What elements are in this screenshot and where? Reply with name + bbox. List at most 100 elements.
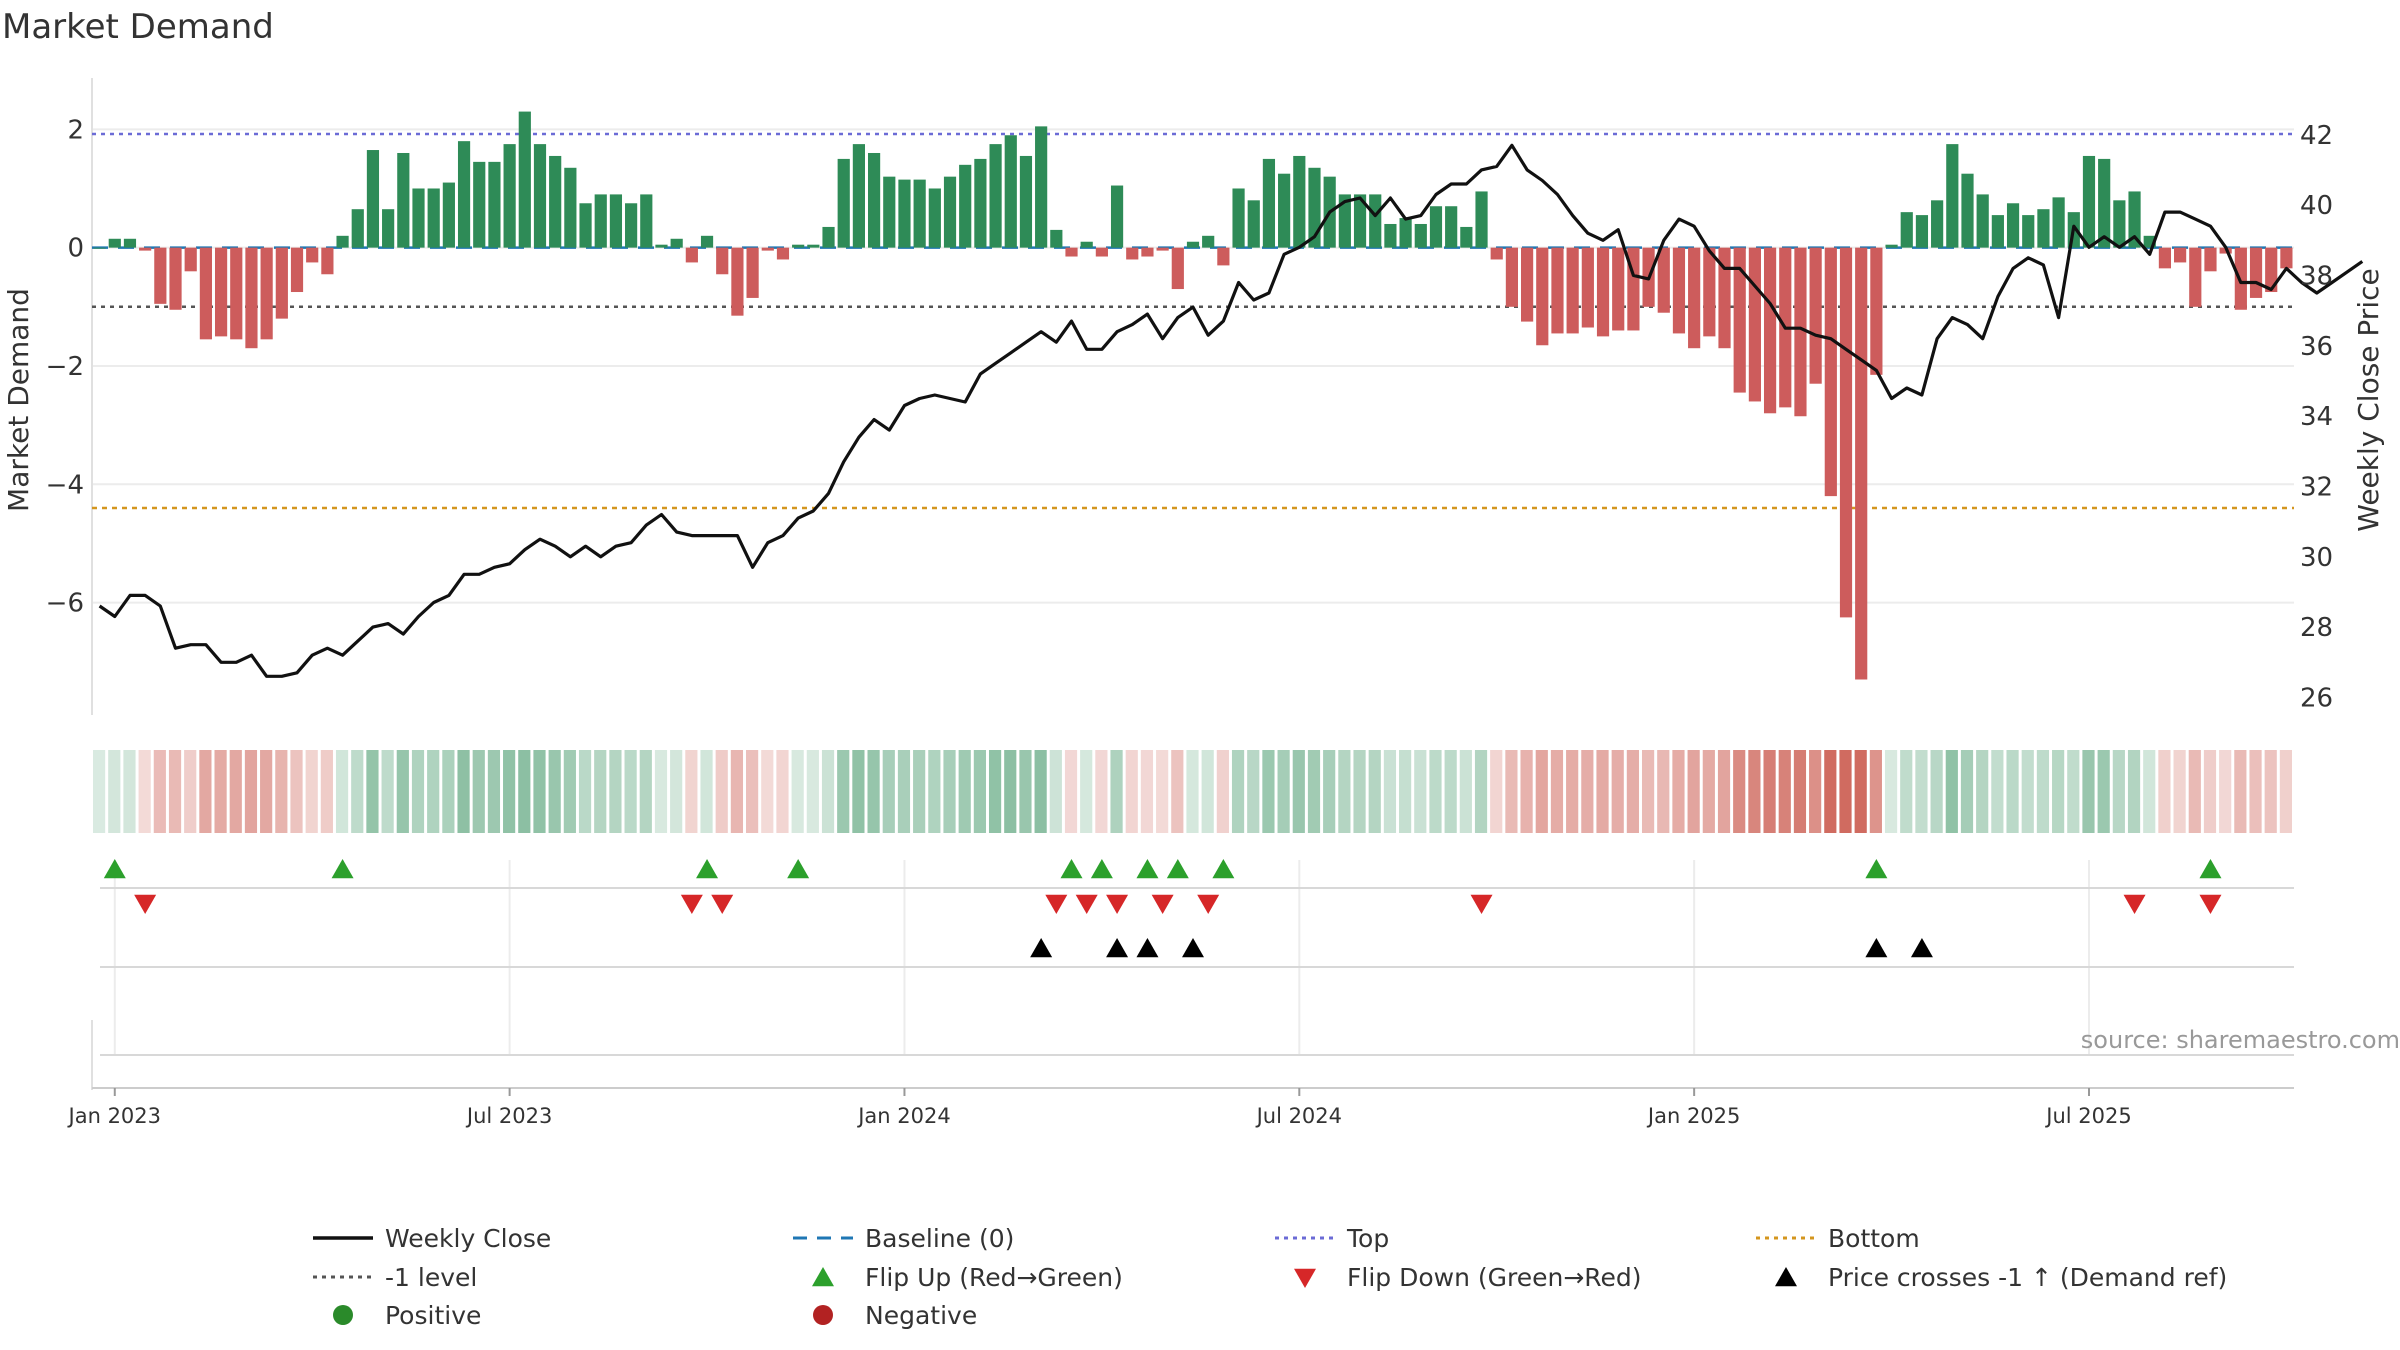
heat-cell xyxy=(867,750,880,833)
heat-cell xyxy=(1733,750,1746,833)
demand-bar xyxy=(260,247,273,340)
heat-cell xyxy=(503,750,516,833)
heat-cell xyxy=(1657,750,1670,833)
heat-cell xyxy=(244,750,258,833)
heat-cell xyxy=(1976,750,1989,833)
chart-title: Market Demand xyxy=(2,7,274,47)
demand-bar xyxy=(1657,247,1670,313)
heat-cell xyxy=(1019,750,1032,833)
demand-bar xyxy=(336,235,349,248)
y-axis-label-left: Market Demand xyxy=(2,288,35,512)
heat-cell xyxy=(153,750,166,833)
flip-up-marker xyxy=(103,859,126,879)
heat-cell xyxy=(1839,750,1852,833)
heat-cell xyxy=(2097,750,2110,833)
x-tick-label: Jan 2024 xyxy=(856,1104,951,1128)
heat-cell xyxy=(1869,750,1882,833)
flip-up-marker xyxy=(331,859,354,879)
demand-bar xyxy=(1505,247,1519,307)
demand-bar xyxy=(1536,247,1549,346)
demand-bar xyxy=(230,247,243,340)
demand-bar xyxy=(1126,247,1139,260)
demand-bar xyxy=(1824,247,1837,497)
legend-swatch-circle xyxy=(333,1305,353,1325)
demand-bar xyxy=(93,247,106,249)
flip-down-marker xyxy=(134,894,157,914)
heat-cell xyxy=(1960,750,1974,833)
flip-up-marker xyxy=(1136,859,1159,879)
heat-cell xyxy=(1550,750,1564,833)
heat-cell xyxy=(2143,750,2156,833)
x-tick-label: Jan 2023 xyxy=(67,1104,162,1128)
heat-cell xyxy=(2112,750,2125,833)
demand-bar xyxy=(943,176,957,248)
heat-cell xyxy=(852,750,865,833)
heat-cell xyxy=(351,750,364,833)
heat-cell xyxy=(305,750,318,833)
heat-cell xyxy=(1505,750,1518,833)
heat-cell xyxy=(776,750,789,833)
demand-bar xyxy=(1278,173,1291,248)
heat-cell xyxy=(791,750,804,833)
demand-bar xyxy=(1035,126,1048,248)
flip-down-marker xyxy=(1151,894,1174,914)
heat-cell xyxy=(1900,750,1913,833)
legend-label: Positive xyxy=(385,1301,481,1330)
legend-item: Top xyxy=(1275,1224,1389,1253)
heat-cell xyxy=(457,750,470,833)
heat-cell xyxy=(335,750,349,833)
heat-cell xyxy=(1566,750,1579,833)
heat-cell xyxy=(715,750,728,833)
heat-cell xyxy=(730,750,744,833)
heat-cell xyxy=(1930,750,1943,833)
heat-cell xyxy=(2021,750,2034,833)
axis-ticks: 2 0 −2 −4 −6 42 40 38 36 34 32 30 28 26 Jan 2023 Jul 20… xyxy=(46,115,2333,1128)
demand-bar xyxy=(154,247,167,304)
heat-cell xyxy=(1778,750,1791,833)
heat-cell xyxy=(1535,750,1548,833)
heat-cell xyxy=(2036,750,2050,833)
y-tick-label-left: 0 xyxy=(67,234,84,264)
heat-cell xyxy=(1793,750,1807,833)
demand-bar xyxy=(1217,247,1230,266)
heat-cell xyxy=(882,750,895,833)
flip-up-marker xyxy=(1060,859,1083,879)
demand-bar xyxy=(2174,247,2187,263)
demand-bar xyxy=(792,244,805,248)
demand-bar xyxy=(382,209,395,248)
heat-cell xyxy=(973,750,986,833)
heat-cell xyxy=(1125,750,1138,833)
heat-cell xyxy=(275,750,288,833)
demand-bar xyxy=(1202,235,1215,248)
demand-bar xyxy=(1369,194,1382,248)
heat-cell xyxy=(1945,750,1958,833)
demand-bar xyxy=(746,247,759,298)
legend-label: Negative xyxy=(865,1301,977,1330)
demand-bar xyxy=(1991,215,2004,248)
demand-bar xyxy=(2128,191,2141,248)
heat-cell xyxy=(578,750,592,833)
demand-bar xyxy=(1399,218,1412,248)
y-tick-label-right: 28 xyxy=(2300,613,2333,643)
heat-cell xyxy=(2234,750,2247,833)
heat-cell xyxy=(1414,750,1427,833)
demand-bar xyxy=(184,247,197,272)
y-tick-label-right: 42 xyxy=(2300,121,2333,151)
price-cross-marker xyxy=(1182,938,1204,958)
demand-bar xyxy=(2098,158,2111,248)
y-axis-label-right: Weekly Close Price xyxy=(2352,268,2385,531)
heat-cell xyxy=(1824,750,1837,833)
price-line xyxy=(98,143,2364,678)
legend-swatch-triangle-down xyxy=(1294,1268,1316,1288)
heat-cell xyxy=(1383,750,1397,833)
heat-cell xyxy=(1216,750,1229,833)
demand-bar xyxy=(1384,223,1397,248)
flip-up-marker xyxy=(1865,859,1888,879)
y-tick-label-left: 2 xyxy=(67,115,84,145)
heat-cell xyxy=(1611,750,1624,833)
demand-bar xyxy=(1429,206,1443,248)
demand-bar xyxy=(852,144,865,248)
demand-bar xyxy=(1718,247,1731,349)
demand-bar xyxy=(2143,235,2156,248)
heat-cell xyxy=(1292,750,1305,833)
